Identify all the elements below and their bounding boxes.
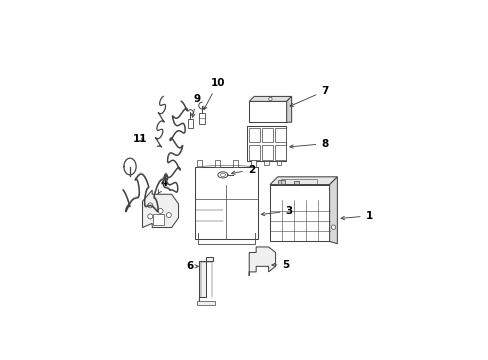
Bar: [197, 161, 201, 167]
Text: 8: 8: [289, 139, 328, 149]
Bar: [274, 145, 285, 159]
Polygon shape: [142, 190, 178, 228]
Bar: [264, 161, 268, 165]
Bar: [251, 161, 255, 167]
Polygon shape: [249, 247, 275, 276]
Circle shape: [268, 97, 271, 100]
Bar: [233, 161, 237, 167]
Bar: [248, 145, 260, 159]
Bar: [261, 145, 272, 159]
Text: 2: 2: [231, 165, 255, 175]
Bar: [153, 214, 164, 225]
Bar: [249, 102, 286, 122]
Bar: [274, 128, 285, 142]
Bar: [215, 161, 219, 167]
Bar: [278, 180, 285, 184]
Text: 4: 4: [158, 178, 167, 194]
Circle shape: [147, 214, 152, 219]
Text: 1: 1: [341, 211, 372, 221]
Bar: [250, 161, 255, 165]
Text: 7: 7: [289, 86, 328, 106]
Bar: [195, 167, 257, 239]
Polygon shape: [269, 177, 337, 185]
Bar: [199, 113, 204, 123]
Text: 5: 5: [271, 260, 289, 270]
Circle shape: [166, 212, 171, 217]
Polygon shape: [329, 177, 337, 244]
Circle shape: [147, 203, 152, 208]
Text: 10: 10: [203, 78, 224, 110]
Circle shape: [158, 208, 163, 213]
Polygon shape: [286, 96, 291, 122]
Polygon shape: [199, 257, 213, 302]
Text: 9: 9: [191, 94, 200, 117]
Text: 3: 3: [261, 206, 292, 216]
Bar: [248, 128, 260, 142]
Bar: [281, 179, 317, 184]
Bar: [269, 185, 329, 242]
Bar: [293, 181, 299, 184]
Polygon shape: [249, 96, 291, 102]
Bar: [247, 126, 285, 161]
Circle shape: [330, 225, 335, 229]
Bar: [261, 128, 272, 142]
Bar: [276, 161, 281, 165]
Text: 6: 6: [186, 261, 198, 271]
Text: 11: 11: [133, 134, 147, 144]
Bar: [196, 301, 214, 305]
Bar: [188, 119, 192, 128]
